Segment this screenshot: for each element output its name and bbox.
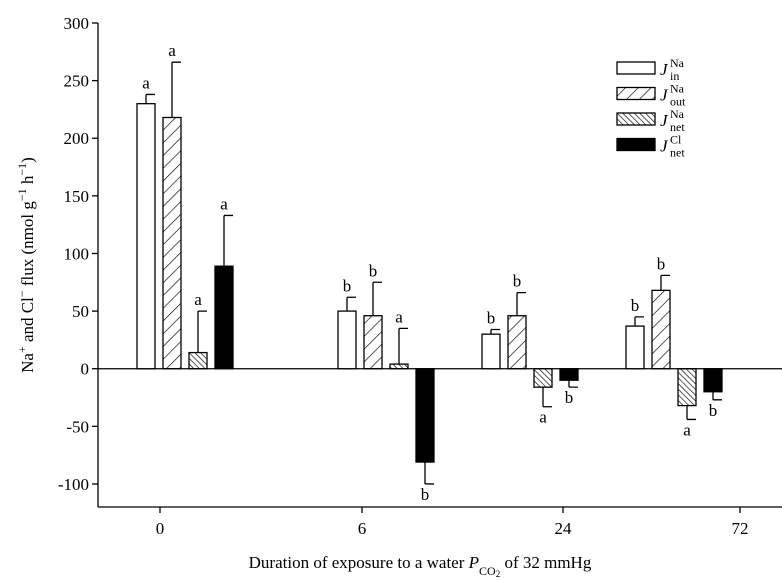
y-axis-label: Na+ and Cl− flux (nmol g−1 h−1) bbox=[15, 157, 37, 373]
significance-letter: a bbox=[539, 408, 547, 427]
x-axis-label: Duration of exposure to a water PCO2 of … bbox=[249, 553, 592, 579]
error-bar bbox=[145, 93, 155, 104]
y-tick-label: 250 bbox=[64, 72, 90, 91]
bar bbox=[214, 265, 234, 370]
significance-letter: b bbox=[487, 309, 496, 328]
bar bbox=[703, 368, 723, 393]
bar bbox=[507, 315, 527, 370]
y-axis-label-part: flux (nmol g bbox=[18, 201, 37, 291]
bar bbox=[363, 315, 383, 370]
bar bbox=[162, 116, 182, 370]
error-bar bbox=[490, 328, 500, 335]
bar bbox=[481, 333, 501, 370]
legend-superscript: Na bbox=[670, 107, 685, 121]
legend-superscript: Cl bbox=[670, 133, 682, 147]
y-tick-label: 100 bbox=[64, 244, 90, 263]
significance-letter: a bbox=[683, 420, 691, 439]
significance-letter: b bbox=[369, 261, 378, 280]
x-axis-label-part: CO bbox=[479, 564, 496, 578]
legend-subscript: net bbox=[670, 146, 685, 160]
legend-swatch bbox=[616, 112, 656, 126]
y-axis-label-part: Na bbox=[18, 353, 37, 373]
error-bar bbox=[542, 387, 552, 408]
error-bar bbox=[197, 310, 207, 353]
x-axis-label-part: 2 bbox=[496, 569, 501, 579]
significance-letter: b bbox=[513, 272, 522, 291]
y-axis-label-part: −1 bbox=[15, 188, 29, 201]
error-bar bbox=[424, 462, 434, 485]
y-axis-label-part: h bbox=[18, 175, 37, 188]
legend-subscript: in bbox=[670, 69, 679, 83]
significance-letter: a bbox=[142, 73, 150, 92]
bar bbox=[415, 368, 435, 463]
bar bbox=[625, 325, 645, 370]
error-bar bbox=[568, 380, 578, 388]
error-bar bbox=[171, 61, 181, 118]
legend-subscript: net bbox=[670, 120, 685, 134]
bar bbox=[559, 368, 579, 381]
x-tick-label: 0 bbox=[156, 519, 165, 538]
error-bar bbox=[660, 274, 670, 291]
error-bar bbox=[346, 296, 356, 312]
legend-symbol: J bbox=[660, 60, 669, 79]
x-axis-label-part: of 32 mmHg bbox=[500, 553, 592, 572]
significance-letter: b bbox=[565, 388, 574, 407]
error-bar bbox=[372, 281, 382, 316]
legend-subscript: out bbox=[670, 95, 686, 109]
significance-letter: a bbox=[168, 41, 176, 60]
y-tick-label: -100 bbox=[58, 475, 89, 494]
legend-superscript: Na bbox=[670, 82, 685, 96]
legend-symbol: J bbox=[660, 111, 669, 130]
error-bar bbox=[223, 214, 233, 267]
significance-letter: a bbox=[220, 194, 228, 213]
y-axis-label-part: ) bbox=[18, 157, 37, 163]
x-tick-label: 72 bbox=[732, 519, 749, 538]
y-axis-label-part: −1 bbox=[15, 163, 29, 176]
legend-symbol: J bbox=[660, 137, 669, 156]
significance-letter: b bbox=[709, 401, 718, 420]
legend-swatch bbox=[616, 61, 656, 75]
y-tick-label: 0 bbox=[81, 360, 90, 379]
x-axis-label-part: P bbox=[468, 553, 479, 572]
x-axis-label-part: Duration of exposure to a water bbox=[249, 553, 469, 572]
x-tick-label: 6 bbox=[358, 519, 367, 538]
bar bbox=[337, 310, 357, 370]
legend-swatch bbox=[616, 86, 656, 101]
bar bbox=[677, 368, 697, 407]
y-tick-label: 150 bbox=[64, 187, 90, 206]
error-bar bbox=[516, 292, 526, 316]
error-bar bbox=[634, 316, 644, 327]
bar bbox=[533, 368, 553, 388]
legend-swatch bbox=[616, 137, 656, 152]
bar bbox=[188, 351, 208, 370]
y-axis-label-part: and Cl bbox=[18, 297, 37, 346]
bar bbox=[136, 103, 156, 370]
bar bbox=[389, 363, 409, 370]
legend-symbol: J bbox=[660, 86, 669, 105]
significance-letter: b bbox=[631, 296, 640, 315]
y-axis-label-part: − bbox=[15, 290, 29, 297]
error-bar bbox=[712, 391, 722, 401]
error-bar bbox=[398, 327, 408, 365]
y-tick-label: 200 bbox=[64, 129, 90, 148]
significance-letter: a bbox=[395, 307, 403, 326]
error-bar bbox=[686, 405, 696, 421]
significance-letter: a bbox=[194, 290, 202, 309]
bar bbox=[651, 289, 671, 370]
y-axis-label-part: + bbox=[15, 346, 29, 353]
significance-letter: b bbox=[657, 254, 666, 273]
significance-letter: b bbox=[421, 485, 430, 504]
y-tick-label: 50 bbox=[72, 302, 89, 321]
y-tick-label: -50 bbox=[66, 417, 89, 436]
significance-letter: b bbox=[343, 276, 352, 295]
x-tick-label: 24 bbox=[555, 519, 573, 538]
y-tick-label: 300 bbox=[64, 14, 90, 33]
legend-superscript: Na bbox=[670, 56, 685, 70]
